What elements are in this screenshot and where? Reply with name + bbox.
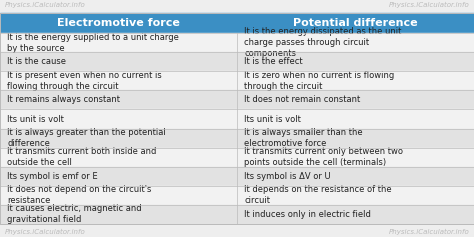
Text: Physics.iCalculator.info: Physics.iCalculator.info xyxy=(5,228,85,235)
Text: It is the cause: It is the cause xyxy=(7,57,66,66)
Text: Physics.iCalculator.info: Physics.iCalculator.info xyxy=(389,2,469,9)
Bar xyxy=(0,13,474,33)
Text: It is always greater than the potential
difference: It is always greater than the potential … xyxy=(7,128,166,148)
Text: It causes electric, magnetic and
gravitational field: It causes electric, magnetic and gravita… xyxy=(7,204,142,224)
Text: Its unit is volt: Its unit is volt xyxy=(7,114,64,123)
Text: It transmits current only between two
points outside the cell (terminals): It transmits current only between two po… xyxy=(244,147,403,167)
Text: It is the energy supplied to a unit charge
by the source: It is the energy supplied to a unit char… xyxy=(7,33,179,53)
Text: It is always smaller than the
electromotive force: It is always smaller than the electromot… xyxy=(244,128,363,148)
Bar xyxy=(0,148,474,167)
Circle shape xyxy=(104,62,370,195)
Text: It transmits current both inside and
outside the cell: It transmits current both inside and out… xyxy=(7,147,156,167)
Text: It is the energy dissipated as the unit
charge passes through circuit
components: It is the energy dissipated as the unit … xyxy=(244,27,401,58)
Bar xyxy=(0,13,474,224)
Bar xyxy=(0,90,474,109)
Text: It induces only in electric field: It induces only in electric field xyxy=(244,210,371,219)
Bar xyxy=(0,109,474,128)
Bar xyxy=(0,33,474,52)
Text: It is present even when no current is
flowing through the circuit: It is present even when no current is fl… xyxy=(7,71,162,91)
Text: Its symbol is emf or E: Its symbol is emf or E xyxy=(7,172,98,181)
Text: It depends on the resistance of the
circuit: It depends on the resistance of the circ… xyxy=(244,185,392,205)
Bar xyxy=(0,71,474,90)
Text: It is zero when no current is flowing
through the circuit: It is zero when no current is flowing th… xyxy=(244,71,394,91)
Text: It does not remain constant: It does not remain constant xyxy=(244,96,360,105)
Text: It is the effect: It is the effect xyxy=(244,57,303,66)
Bar xyxy=(0,186,474,205)
Text: It does not depend on the circuit's
resistance: It does not depend on the circuit's resi… xyxy=(7,185,152,205)
Bar xyxy=(0,52,474,71)
Text: Physics.iCalculator.info: Physics.iCalculator.info xyxy=(5,2,85,9)
Text: Potential difference: Potential difference xyxy=(293,18,418,28)
Text: Its symbol is ΔV or U: Its symbol is ΔV or U xyxy=(244,172,331,181)
Bar xyxy=(0,128,474,148)
Text: Physics.iCalculator.info: Physics.iCalculator.info xyxy=(389,228,469,235)
Bar xyxy=(0,13,474,224)
Text: Its unit is volt: Its unit is volt xyxy=(244,114,301,123)
Bar xyxy=(0,167,474,186)
Text: Electromotive force: Electromotive force xyxy=(57,18,180,28)
Text: It remains always constant: It remains always constant xyxy=(7,96,120,105)
Bar xyxy=(0,205,474,224)
